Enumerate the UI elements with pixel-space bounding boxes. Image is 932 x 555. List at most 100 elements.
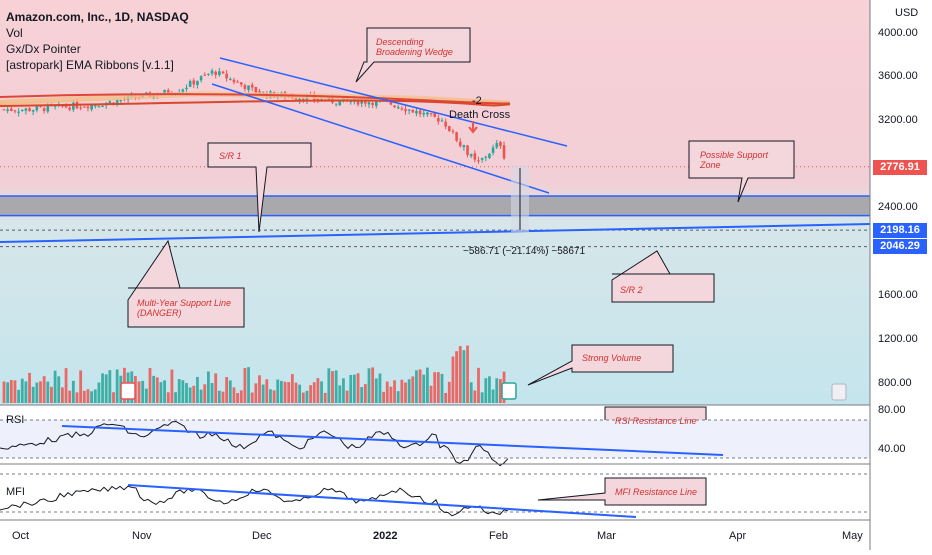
sr2-annotation[interactable]: S/R 2	[620, 285, 643, 295]
volume-bar	[360, 387, 364, 403]
candle-body	[35, 106, 39, 111]
candle-body	[181, 89, 185, 93]
volume-bar	[155, 377, 159, 403]
volume-bar	[433, 372, 437, 403]
candle-body	[6, 109, 9, 112]
volume-bar	[393, 380, 396, 403]
volume-bar	[301, 392, 305, 403]
rsi-band	[0, 420, 870, 458]
candle-body	[302, 98, 305, 101]
volume-bar	[342, 378, 345, 403]
volume-bar	[371, 367, 375, 403]
volume-bar	[196, 376, 199, 403]
volume-bar	[458, 346, 462, 403]
volume-bar	[269, 389, 272, 403]
strong-volume-callout	[527, 344, 674, 386]
wedge-annotation[interactable]: Descending Broadening Wedge	[376, 37, 453, 57]
volume-bar	[152, 375, 156, 403]
multi-year-support-line	[0, 223, 871, 243]
volume-bar	[290, 374, 294, 403]
volume-bar	[188, 387, 192, 403]
candle-body	[477, 160, 480, 162]
rsi-line	[0, 420, 509, 467]
candle-body	[389, 101, 393, 105]
volume-bar	[225, 377, 229, 403]
candle-body	[440, 120, 444, 122]
rsi-tick: 80.00	[878, 404, 906, 416]
death-cross-label: Death Cross	[449, 109, 511, 121]
volume-bar	[31, 386, 35, 403]
indicator-ema-ribbons[interactable]: [astropark] EMA Ribbons [v.1.1]	[6, 58, 174, 72]
volume-bar	[247, 367, 250, 403]
volume-bar	[294, 382, 298, 403]
volume-bar	[13, 380, 17, 403]
candle-body	[72, 102, 75, 110]
candle-body	[196, 81, 199, 86]
volume-bar	[170, 369, 174, 403]
volume-bar	[115, 369, 119, 403]
volume-bar	[236, 392, 239, 403]
sr2-callout	[611, 250, 715, 303]
candle-body	[28, 108, 31, 112]
volume-bar	[276, 379, 280, 403]
volume-bar	[374, 378, 378, 403]
volume-bar	[261, 384, 265, 403]
support-zone-annotation[interactable]: Possible Support Zone	[700, 150, 769, 170]
volume-bar	[426, 367, 429, 403]
candle-body	[68, 107, 71, 110]
volume-bar	[199, 389, 203, 403]
mfi-resistance-callout	[537, 477, 707, 506]
candle-body	[185, 87, 188, 90]
volume-bar	[75, 392, 79, 403]
strong-volume-annotation[interactable]: Strong Volume	[582, 353, 642, 363]
rsi-resistance-annotation[interactable]: RSI Resistance Line	[615, 416, 697, 426]
candle-body	[90, 104, 93, 110]
volume-bar	[2, 381, 6, 403]
candle-body	[119, 100, 123, 102]
volume-bar	[86, 389, 90, 403]
volume-bar	[39, 381, 42, 403]
volume-bar	[418, 369, 422, 403]
volume-bar	[82, 390, 86, 403]
indicator-gxdx[interactable]: Gx/Dx Pointer	[6, 42, 81, 56]
candle-body	[480, 158, 484, 160]
candle-body	[502, 145, 506, 159]
candle-body	[236, 81, 239, 83]
volume-bar	[367, 368, 371, 403]
volume-bar	[378, 373, 382, 403]
candle-body	[115, 100, 119, 105]
earnings-marker	[831, 383, 847, 401]
volume-bar	[250, 392, 254, 403]
volume-bar	[309, 385, 312, 403]
candle-body	[415, 110, 418, 114]
volume-bar	[243, 368, 247, 403]
death-cross-count: -2	[472, 95, 482, 107]
candle-body	[83, 106, 86, 108]
volume-bar	[338, 385, 342, 403]
candle-body	[86, 106, 90, 109]
indicator-vol[interactable]: Vol	[6, 26, 23, 40]
multi-year-annotation[interactable]: Multi-Year Support Line (DANGER)	[137, 298, 232, 318]
x-tick: Feb	[489, 530, 508, 542]
volume-bar	[462, 350, 466, 403]
mfi-resistance-annotation[interactable]: MFI Resistance Line	[615, 487, 698, 497]
candle-body	[396, 107, 400, 109]
candle-body	[225, 73, 228, 79]
volume-bar	[480, 392, 484, 403]
candle-body	[331, 96, 334, 103]
x-tick: Dec	[252, 530, 272, 542]
volume-bar	[265, 379, 269, 403]
volume-bar	[477, 367, 480, 403]
volume-bar	[320, 381, 323, 403]
volume-bar	[466, 345, 469, 403]
candle-body	[31, 110, 35, 112]
volume-bar	[334, 370, 338, 403]
candle-body	[469, 154, 473, 157]
candle-body	[495, 143, 499, 148]
sr1-annotation[interactable]: S/R 1	[219, 151, 242, 161]
x-tick: Apr	[729, 530, 747, 542]
volume-bar	[61, 387, 64, 403]
volume-bar	[469, 382, 473, 403]
